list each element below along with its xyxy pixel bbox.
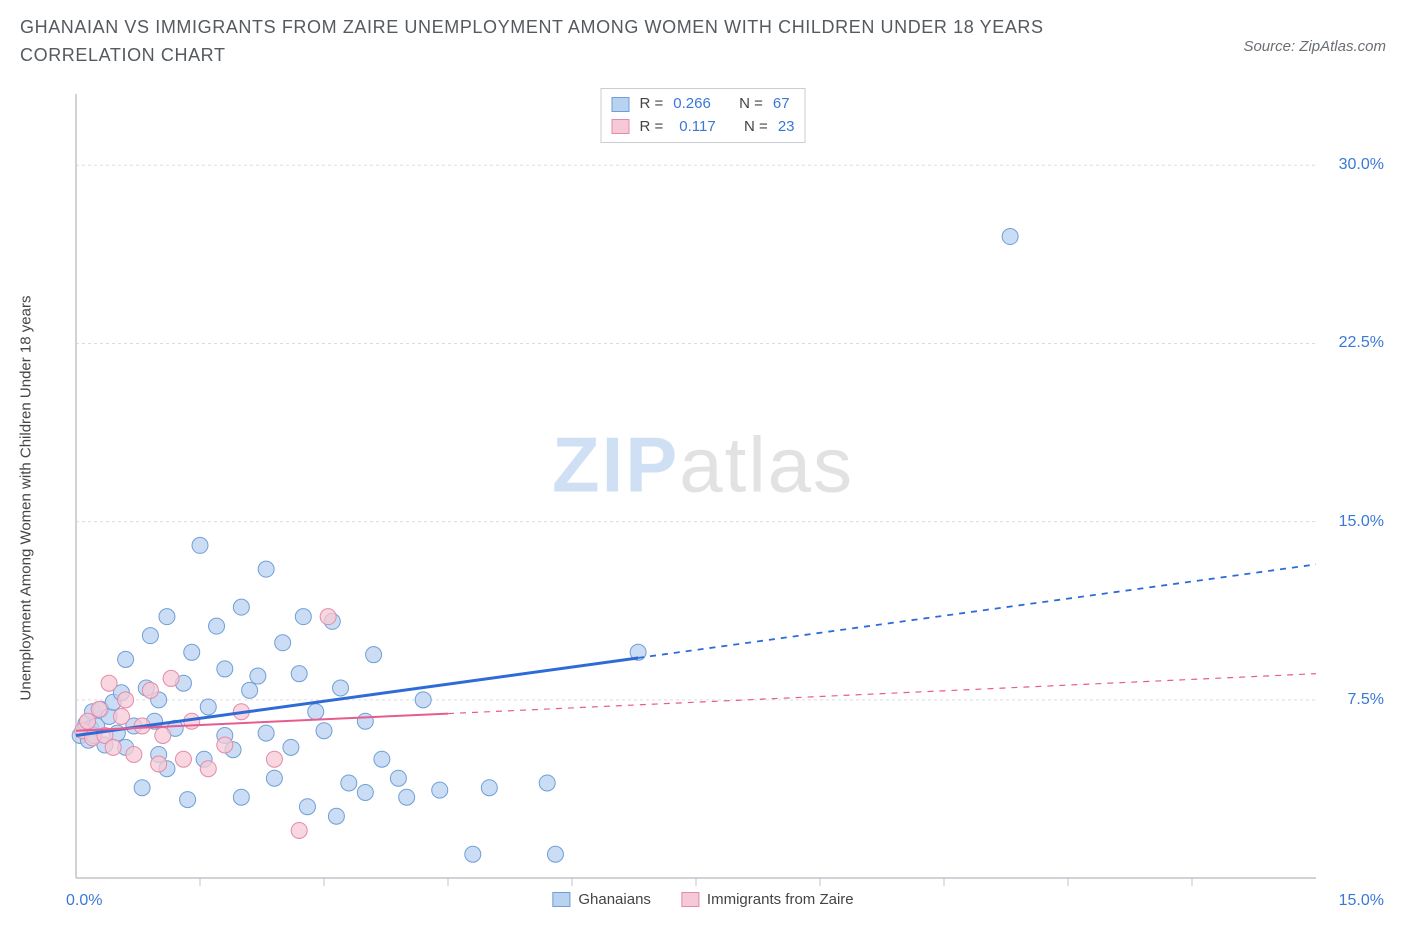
stat-r-label: R =: [640, 93, 664, 116]
y-axis-label: Unemployment Among Women with Children U…: [18, 296, 35, 701]
y-tick-label: 15.0%: [1339, 513, 1384, 531]
stat-r-value-2: 0.117: [679, 116, 715, 139]
stat-n-value-2: 23: [778, 116, 795, 139]
scatter-chart: [20, 88, 1386, 908]
chart-title: GHANAIAN VS IMMIGRANTS FROM ZAIRE UNEMPL…: [20, 14, 1140, 70]
source-label: Source: ZipAtlas.com: [1243, 14, 1386, 55]
stat-r-label: R =: [640, 116, 664, 139]
x-max-label: 15.0%: [1339, 892, 1384, 910]
stat-n-label: N =: [739, 93, 763, 116]
y-tick-label: 7.5%: [1348, 691, 1384, 709]
stat-r-value-1: 0.266: [673, 93, 711, 116]
legend-label: Immigrants from Zaire: [707, 891, 854, 908]
legend-swatch: [552, 892, 570, 907]
legend-swatch: [681, 892, 699, 907]
swatch-series-2: [612, 119, 630, 134]
chart-area: Unemployment Among Women with Children U…: [20, 88, 1386, 908]
y-tick-label: 22.5%: [1339, 334, 1384, 352]
legend-item: Immigrants from Zaire: [681, 891, 854, 908]
stats-legend: R = 0.266 N = 67 R = 0.117 N = 23: [601, 88, 806, 143]
x-origin-label: 0.0%: [66, 892, 102, 910]
stat-n-value-1: 67: [773, 93, 790, 116]
y-tick-label: 30.0%: [1339, 156, 1384, 174]
legend-label: Ghanaians: [578, 891, 651, 908]
swatch-series-1: [612, 97, 630, 112]
legend-item: Ghanaians: [552, 891, 651, 908]
stat-n-label: N =: [744, 116, 768, 139]
bottom-legend: Ghanaians Immigrants from Zaire: [552, 891, 853, 908]
